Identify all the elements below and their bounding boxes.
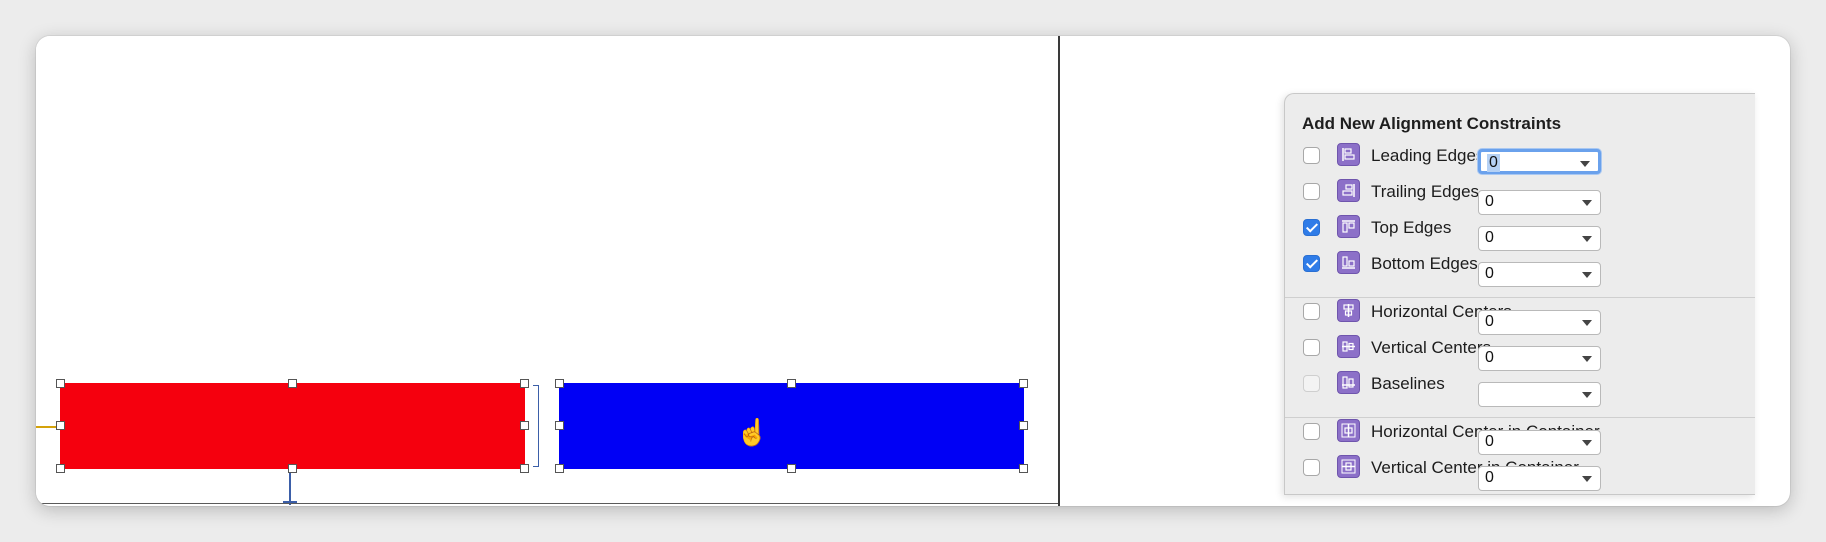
- constraint-label: Baselines: [1371, 374, 1445, 393]
- baselines-value-select[interactable]: [1478, 382, 1601, 407]
- bottom-edges-icon: [1337, 251, 1360, 274]
- top-edges-value-select[interactable]: 0: [1478, 226, 1601, 251]
- red-view[interactable]: [56, 379, 529, 473]
- resize-handle[interactable]: [555, 464, 564, 473]
- leading-edges-checkbox[interactable]: [1303, 147, 1320, 164]
- horizontal-center-in-container-checkbox[interactable]: [1303, 423, 1320, 440]
- chevron-down-icon: [1582, 392, 1592, 398]
- resize-handle[interactable]: [288, 379, 297, 388]
- chevron-down-icon: [1582, 272, 1592, 278]
- trailing-edges-icon: [1337, 179, 1360, 202]
- vertical-center-in-container-value-select[interactable]: 0: [1478, 466, 1601, 491]
- baselines-icon: [1337, 371, 1360, 394]
- select-value: 0: [1485, 265, 1494, 282]
- chevron-down-icon: [1580, 161, 1590, 167]
- horizontal-centers-value-select[interactable]: 0: [1478, 310, 1601, 335]
- chevron-down-icon: [1582, 356, 1592, 362]
- constraint-label: Vertical Centers: [1371, 338, 1491, 357]
- select-value: 0: [1485, 229, 1494, 246]
- horizontal-center-in-container-icon: [1337, 419, 1360, 442]
- trailing-edges-checkbox[interactable]: [1303, 183, 1320, 200]
- horizontal-center-in-container-value-select[interactable]: 0: [1478, 430, 1601, 455]
- constraint-row-bottom-edges: Bottom Edges: [1285, 249, 1755, 279]
- constraint-label: Leading Edges: [1371, 146, 1485, 165]
- chevron-down-icon: [1582, 236, 1592, 242]
- constraint-label: Horizontal Centers: [1371, 302, 1512, 321]
- chevron-down-icon: [1582, 320, 1592, 326]
- bottom-space-constraint-cap: [283, 501, 297, 503]
- select-value: 0: [1485, 469, 1494, 486]
- constraint-label: Trailing Edges: [1371, 182, 1480, 201]
- horizontal-centers-icon: [1337, 299, 1360, 322]
- chevron-down-icon: [1582, 476, 1592, 482]
- constraint-row-baselines: Baselines: [1285, 369, 1755, 399]
- pane-splitter[interactable]: [1058, 36, 1060, 506]
- resize-handle[interactable]: [555, 421, 564, 430]
- constraint-row-top-edges: Top Edges: [1285, 213, 1755, 243]
- leading-constraint-line[interactable]: [36, 426, 58, 428]
- horizontal-spacing-constraint[interactable]: [533, 385, 539, 467]
- top-edges-icon: [1337, 215, 1360, 238]
- select-value: 0: [1485, 433, 1494, 450]
- constraint-row-trailing-edges: Trailing Edges: [1285, 177, 1755, 207]
- constraint-label: Bottom Edges: [1371, 254, 1478, 273]
- constraint-row-leading-edges: Leading Edges: [1285, 141, 1755, 171]
- vertical-center-in-container-icon: [1337, 455, 1360, 478]
- resize-handle[interactable]: [520, 421, 529, 430]
- resize-handle[interactable]: [288, 464, 297, 473]
- bottom-edges-checkbox[interactable]: [1303, 255, 1320, 272]
- resize-handle[interactable]: [1019, 379, 1028, 388]
- resize-handle[interactable]: [56, 421, 65, 430]
- vertical-center-in-container-checkbox[interactable]: [1303, 459, 1320, 476]
- hand-cursor-icon: ☝: [736, 417, 769, 447]
- resize-handle[interactable]: [1019, 464, 1028, 473]
- leading-edges-icon: [1337, 143, 1360, 166]
- constraint-label: Top Edges: [1371, 218, 1452, 237]
- resize-handle[interactable]: [787, 464, 796, 473]
- blue-view[interactable]: [555, 379, 1028, 473]
- resize-handle[interactable]: [520, 379, 529, 388]
- trailing-edges-value-select[interactable]: 0: [1478, 190, 1601, 215]
- select-value: 0: [1485, 313, 1494, 330]
- select-value: 0: [1487, 154, 1500, 172]
- popover-title: Add New Alignment Constraints: [1302, 114, 1562, 133]
- resize-handle[interactable]: [56, 379, 65, 388]
- vertical-centers-icon: [1337, 335, 1360, 358]
- vertical-centers-checkbox[interactable]: [1303, 339, 1320, 356]
- top-edges-checkbox[interactable]: [1303, 219, 1320, 236]
- chevron-down-icon: [1582, 440, 1592, 446]
- chevron-down-icon: [1582, 200, 1592, 206]
- interface-builder-canvas[interactable]: ☝: [36, 36, 1058, 506]
- resize-handle[interactable]: [787, 379, 796, 388]
- constraint-row-vertical-centers: Vertical Centers: [1285, 333, 1755, 363]
- leading-edges-value-select[interactable]: 0: [1478, 149, 1601, 174]
- resize-handle[interactable]: [56, 464, 65, 473]
- resize-handle[interactable]: [555, 379, 564, 388]
- canvas-border: [36, 503, 1058, 504]
- baselines-checkbox[interactable]: [1303, 375, 1320, 392]
- resize-handle[interactable]: [1019, 421, 1028, 430]
- section-divider: [1285, 297, 1755, 298]
- constraint-row-horizontal-centers: Horizontal Centers: [1285, 297, 1755, 327]
- horizontal-centers-checkbox[interactable]: [1303, 303, 1320, 320]
- resize-handle[interactable]: [520, 464, 529, 473]
- vertical-centers-value-select[interactable]: 0: [1478, 346, 1601, 371]
- section-divider: [1285, 417, 1755, 418]
- bottom-edges-value-select[interactable]: 0: [1478, 262, 1601, 287]
- bottom-space-constraint[interactable]: [289, 473, 291, 505]
- select-value: 0: [1485, 349, 1494, 366]
- select-value: 0: [1485, 193, 1494, 210]
